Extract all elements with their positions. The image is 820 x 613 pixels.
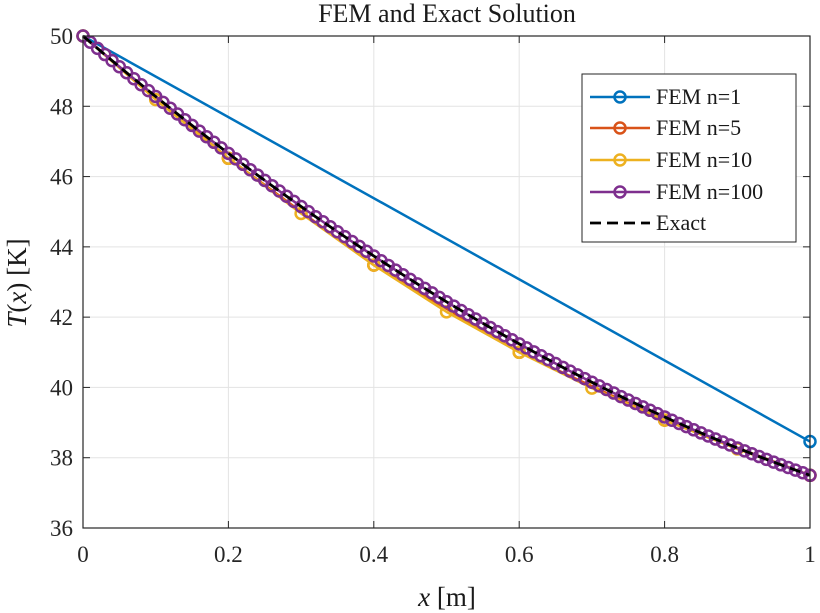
x-axis-label: x [m] xyxy=(417,582,476,612)
data-point xyxy=(752,449,766,464)
data-point xyxy=(577,371,592,386)
legend-marker-fem-n10 xyxy=(613,153,627,167)
data-point xyxy=(745,446,759,461)
x-tick-label: 0.8 xyxy=(650,542,679,567)
data-point xyxy=(592,379,606,393)
legend-item-exact: Exact xyxy=(590,210,706,235)
data-point xyxy=(621,393,635,407)
legend-label-fem-n1: FEM n=1 xyxy=(656,84,741,109)
x-tick-label: 0.4 xyxy=(359,542,388,567)
x-tick-label: 1 xyxy=(804,542,816,567)
data-point xyxy=(556,360,570,375)
data-point xyxy=(672,416,686,431)
data-point xyxy=(766,455,781,469)
data-point xyxy=(548,356,563,371)
data-point xyxy=(679,419,694,434)
data-point xyxy=(599,382,614,397)
axis-ticks: 0 0.2 0.4 0.6 0.8 1 36 38 40 42 44 46 48 50 xyxy=(50,24,816,567)
data-point xyxy=(694,426,708,440)
series-line-fem-n-1 xyxy=(82,34,811,443)
data-point xyxy=(723,438,737,452)
y-tick-label: 40 xyxy=(50,375,73,400)
data-point xyxy=(774,458,788,472)
chart-title: FEM and Exact Solution xyxy=(318,0,576,28)
y-tick-label: 48 xyxy=(50,94,73,119)
legend-item-fem-n1: FEM n=1 xyxy=(590,84,741,109)
data-point xyxy=(730,441,745,455)
data-point xyxy=(708,432,723,446)
data-point xyxy=(788,463,803,477)
y-tick-label: 36 xyxy=(50,516,73,541)
y-tick-label: 46 xyxy=(50,165,73,190)
legend: FEM n=1 FEM n=5 FEM n=10 FEM n=100 Exact xyxy=(581,73,797,243)
data-point xyxy=(650,406,665,421)
series-exact xyxy=(82,34,811,477)
series-line-exact xyxy=(82,34,811,477)
data-point xyxy=(606,386,621,400)
legend-marker-fem-n100 xyxy=(613,185,627,199)
data-point xyxy=(686,423,701,437)
y-tick-label: 50 xyxy=(50,24,73,49)
legend-label-fem-n5: FEM n=5 xyxy=(656,115,741,140)
legend-label-fem-n100: FEM n=100 xyxy=(656,179,763,204)
legend-item-fem-n5: FEM n=5 xyxy=(590,115,741,140)
data-point xyxy=(737,444,752,458)
legend-item-fem-n10: FEM n=10 xyxy=(590,147,752,172)
x-tick-label: 0.2 xyxy=(214,542,243,567)
data-point xyxy=(570,368,585,382)
data-point xyxy=(665,413,679,427)
data-point xyxy=(716,435,730,449)
data-point xyxy=(563,364,577,378)
x-tick-label: 0.6 xyxy=(505,542,534,567)
data-point xyxy=(541,352,556,367)
legend-marker-fem-n1 xyxy=(613,90,627,104)
legend-marker-fem-n5 xyxy=(613,121,627,135)
data-point xyxy=(614,389,628,404)
data-point xyxy=(781,460,795,475)
data-point xyxy=(643,403,657,418)
data-point xyxy=(657,410,672,424)
y-tick-label: 44 xyxy=(50,235,74,260)
data-point xyxy=(795,465,810,480)
y-tick-label: 42 xyxy=(50,305,73,330)
data-point xyxy=(636,400,650,414)
y-tick-label: 38 xyxy=(50,446,73,471)
x-tick-label: 0 xyxy=(77,542,89,567)
data-point xyxy=(759,452,774,467)
data-point xyxy=(585,375,599,389)
plot-frame xyxy=(82,35,811,529)
legend-item-fem-n100: FEM n=100 xyxy=(590,179,763,204)
data-point xyxy=(701,429,715,443)
legend-label-exact: Exact xyxy=(656,210,706,235)
legend-label-fem-n10: FEM n=10 xyxy=(656,147,752,172)
data-point xyxy=(628,396,643,411)
y-axis-label: T(x) [K] xyxy=(2,238,32,327)
